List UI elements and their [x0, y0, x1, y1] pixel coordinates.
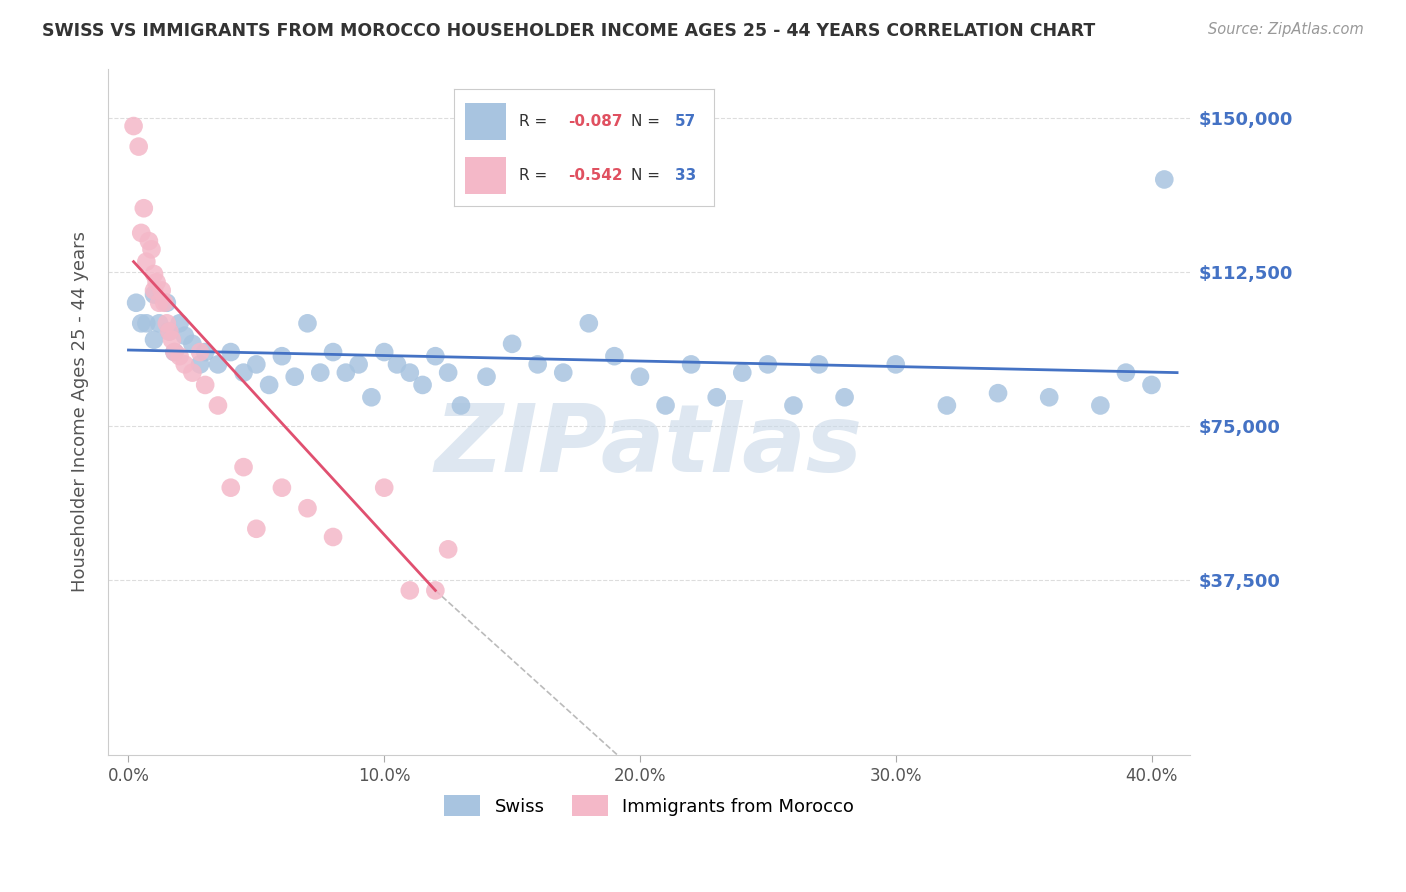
- Point: [553, 366, 575, 380]
- Point: [160, 333, 183, 347]
- Point: [219, 345, 242, 359]
- Point: [169, 349, 191, 363]
- Point: [987, 386, 1010, 401]
- Point: [654, 399, 676, 413]
- Point: [143, 287, 166, 301]
- Point: [425, 349, 447, 363]
- Point: [578, 316, 600, 330]
- Point: [141, 243, 163, 257]
- Point: [129, 316, 152, 330]
- Point: [347, 358, 370, 372]
- Point: [398, 366, 420, 380]
- Point: [706, 390, 728, 404]
- Point: [132, 201, 155, 215]
- Text: SWISS VS IMMIGRANTS FROM MOROCCO HOUSEHOLDER INCOME AGES 25 - 44 YEARS CORRELATI: SWISS VS IMMIGRANTS FROM MOROCCO HOUSEHO…: [42, 22, 1095, 40]
- Point: [148, 316, 170, 330]
- Text: ZIPatlas: ZIPatlas: [434, 400, 863, 492]
- Point: [207, 399, 229, 413]
- Legend: Swiss, Immigrants from Morocco: Swiss, Immigrants from Morocco: [437, 789, 862, 823]
- Point: [475, 369, 498, 384]
- Point: [181, 336, 204, 351]
- Point: [148, 295, 170, 310]
- Point: [271, 349, 294, 363]
- Y-axis label: Householder Income Ages 25 - 44 years: Householder Income Ages 25 - 44 years: [72, 231, 89, 592]
- Point: [143, 333, 166, 347]
- Point: [284, 369, 307, 384]
- Point: [437, 542, 460, 557]
- Point: [245, 358, 267, 372]
- Point: [1153, 172, 1175, 186]
- Point: [1038, 390, 1060, 404]
- Point: [297, 501, 319, 516]
- Point: [169, 316, 191, 330]
- Point: [450, 399, 472, 413]
- Point: [756, 358, 779, 372]
- Point: [322, 530, 344, 544]
- Point: [245, 522, 267, 536]
- Point: [526, 358, 548, 372]
- Point: [1090, 399, 1112, 413]
- Point: [163, 345, 186, 359]
- Point: [188, 358, 211, 372]
- Point: [322, 345, 344, 359]
- Point: [884, 358, 907, 372]
- Point: [360, 390, 382, 404]
- Point: [1140, 378, 1163, 392]
- Point: [681, 358, 703, 372]
- Point: [1115, 366, 1137, 380]
- Point: [156, 316, 179, 330]
- Point: [219, 481, 242, 495]
- Point: [150, 284, 173, 298]
- Point: [398, 583, 420, 598]
- Point: [425, 583, 447, 598]
- Point: [501, 336, 523, 351]
- Point: [412, 378, 434, 392]
- Point: [173, 358, 195, 372]
- Point: [163, 345, 186, 359]
- Point: [128, 139, 150, 153]
- Point: [135, 254, 157, 268]
- Point: [173, 328, 195, 343]
- Point: [122, 119, 145, 133]
- Point: [935, 399, 957, 413]
- Point: [373, 345, 395, 359]
- Point: [194, 345, 217, 359]
- Point: [437, 366, 460, 380]
- Point: [373, 481, 395, 495]
- Point: [335, 366, 357, 380]
- Point: [207, 358, 229, 372]
- Point: [297, 316, 319, 330]
- Point: [188, 345, 211, 359]
- Point: [309, 366, 332, 380]
- Point: [157, 325, 180, 339]
- Point: [143, 284, 166, 298]
- Text: Source: ZipAtlas.com: Source: ZipAtlas.com: [1208, 22, 1364, 37]
- Point: [181, 366, 204, 380]
- Point: [834, 390, 856, 404]
- Point: [808, 358, 831, 372]
- Point: [153, 295, 176, 310]
- Point: [603, 349, 626, 363]
- Point: [232, 366, 254, 380]
- Point: [157, 325, 180, 339]
- Point: [257, 378, 280, 392]
- Point: [138, 234, 160, 248]
- Point: [271, 481, 294, 495]
- Point: [782, 399, 804, 413]
- Point: [125, 295, 148, 310]
- Point: [143, 267, 166, 281]
- Point: [731, 366, 754, 380]
- Point: [156, 295, 179, 310]
- Point: [135, 316, 157, 330]
- Point: [385, 358, 408, 372]
- Point: [194, 378, 217, 392]
- Point: [129, 226, 152, 240]
- Point: [628, 369, 651, 384]
- Point: [232, 460, 254, 475]
- Point: [145, 275, 167, 289]
